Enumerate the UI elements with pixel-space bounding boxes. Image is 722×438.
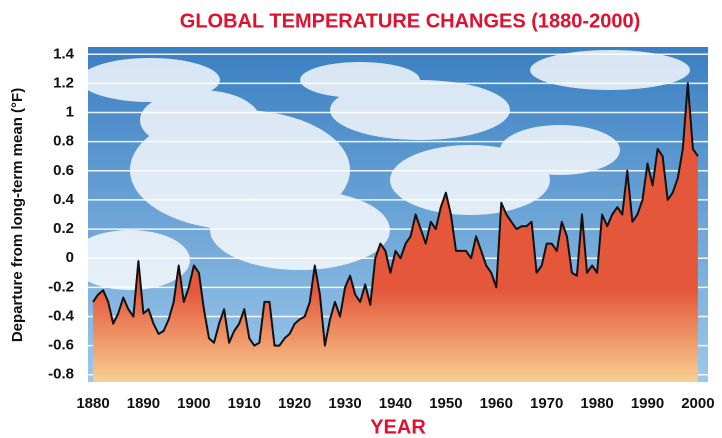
y-tick-label: 1 xyxy=(66,104,74,121)
area xyxy=(93,83,698,382)
x-tick-label: 1990 xyxy=(631,395,664,412)
x-tick-label: 1940 xyxy=(379,395,412,412)
y-tick-label: 0.8 xyxy=(53,133,74,150)
y-tick-label: 0.2 xyxy=(53,220,74,237)
x-tick-label: 1890 xyxy=(127,395,160,412)
x-tick-label: 1880 xyxy=(76,395,109,412)
y-tick-label: 1.4 xyxy=(53,45,75,62)
y-tick-label: -0.8 xyxy=(48,366,74,383)
x-tick-label: 1920 xyxy=(278,395,311,412)
x-tick-label: 1960 xyxy=(480,395,513,412)
y-axis-title: Departure from long-term mean (°F) xyxy=(9,88,26,342)
plot-area xyxy=(88,53,708,382)
x-tick-label: 1980 xyxy=(580,395,613,412)
x-tick-label: 1950 xyxy=(429,395,462,412)
x-tick-label: 2000 xyxy=(681,395,714,412)
x-axis-title: YEAR xyxy=(370,416,426,438)
y-tick-label: 0.4 xyxy=(53,191,75,208)
y-tick-label: -0.2 xyxy=(48,278,74,295)
line xyxy=(92,82,699,347)
y-tick-label: 1.2 xyxy=(53,74,74,91)
x-tick-label: 1900 xyxy=(177,395,210,412)
y-tick-label: -0.4 xyxy=(48,307,75,324)
chart-title: GLOBAL TEMPERATURE CHANGES (1880-2000) xyxy=(180,10,640,32)
x-tick-label: 1930 xyxy=(328,395,361,412)
y-tick-label: 0 xyxy=(66,249,74,266)
x-tick-label: 1970 xyxy=(530,395,563,412)
y-tick-label: -0.6 xyxy=(48,337,74,354)
y-tick-label: 0.6 xyxy=(53,162,74,179)
x-tick-label: 1910 xyxy=(228,395,261,412)
